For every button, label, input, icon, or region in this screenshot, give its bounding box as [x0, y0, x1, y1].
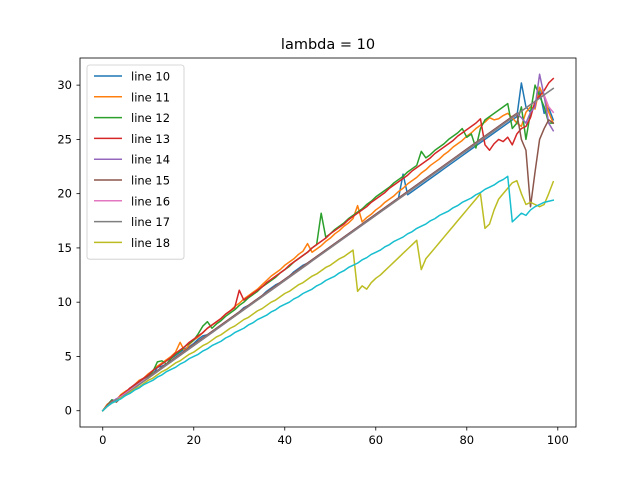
- chart-title: lambda = 10: [281, 37, 375, 53]
- y-tick-label-3: 15: [57, 241, 72, 255]
- x-tick-label-4: 80: [459, 433, 474, 447]
- y-tick-label-2: 10: [57, 295, 72, 309]
- y-tick-label-0: 0: [65, 404, 72, 418]
- legend-label-0: line 10: [131, 70, 170, 84]
- x-tick-label-2: 40: [277, 433, 292, 447]
- y-tick-label-4: 20: [57, 187, 72, 201]
- legend-label-8: line 18: [131, 236, 170, 250]
- y-tick-label-5: 25: [57, 132, 72, 146]
- x-tick-label-3: 60: [368, 433, 383, 447]
- legend-label-4: line 14: [131, 153, 170, 167]
- x-tick-label-0: 0: [99, 433, 106, 447]
- legend: line 10 line 11 line 12 line 13 line 14 line …: [86, 64, 185, 260]
- legend-box: [86, 64, 185, 260]
- legend-label-6: line 16: [131, 194, 170, 208]
- series-line-3: [101, 77, 555, 412]
- x-tick-label-5: 100: [547, 433, 569, 447]
- legend-label-5: line 15: [131, 174, 170, 188]
- series-line-7: [101, 87, 555, 412]
- series-line-5: [101, 112, 555, 412]
- axes: 0 20 40 60 80 100 0 5 10 15 20 25 30: [57, 57, 577, 447]
- y-tick-label-6: 30: [57, 78, 72, 92]
- x-tick-label-1: 20: [186, 433, 201, 447]
- legend-label-1: line 11: [131, 90, 170, 104]
- series-line-1: [101, 86, 555, 412]
- series-line-8: [101, 179, 555, 412]
- y-tick-label-1: 5: [65, 349, 72, 363]
- legend-label-2: line 12: [131, 111, 170, 125]
- legend-label-3: line 13: [131, 132, 170, 146]
- axes-frame: [79, 57, 577, 428]
- legend-label-7: line 17: [131, 215, 170, 229]
- series-line-9: [101, 175, 555, 412]
- plot-area: [101, 73, 555, 412]
